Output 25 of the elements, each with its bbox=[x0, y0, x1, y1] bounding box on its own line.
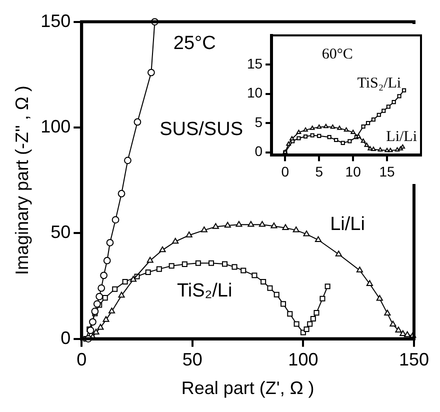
x-tick-label: 150 bbox=[398, 350, 430, 370]
annotation: 25°C bbox=[173, 33, 216, 54]
x-axis-title: Real part (Z', Ω ) bbox=[181, 378, 314, 398]
y-tick-label: 100 bbox=[40, 116, 71, 136]
x-tick-label: 50 bbox=[182, 350, 202, 370]
x-tick-label: 0 bbox=[281, 163, 290, 180]
series-label: SUS/SUS bbox=[160, 118, 243, 140]
y-tick-label: 5 bbox=[254, 114, 263, 130]
x-tick-label: 15 bbox=[379, 163, 396, 180]
y-tick-label: 0 bbox=[60, 328, 71, 348]
y-tick-label: 150 bbox=[40, 10, 71, 31]
x-tick-label: 5 bbox=[315, 163, 324, 180]
x-tick-label: 10 bbox=[345, 163, 362, 180]
x-tick-label: 0 bbox=[76, 350, 87, 370]
x-tick-label: 100 bbox=[288, 350, 318, 370]
series-label: TiS₂/Li bbox=[357, 75, 402, 92]
y-tick-label: 50 bbox=[50, 222, 71, 242]
series-label: TiS₂/Li bbox=[176, 280, 232, 302]
series-label: Li/Li bbox=[330, 214, 365, 235]
y-tick-label: 15 bbox=[246, 55, 263, 72]
series-label: Li/Li bbox=[386, 129, 417, 146]
y-tick-label: 10 bbox=[246, 84, 263, 101]
annotation: 60°C bbox=[322, 46, 353, 63]
y-axis-title: Imaginary part (-Z'' , Ω ) bbox=[12, 86, 32, 275]
y-tick-label: 0 bbox=[254, 143, 263, 160]
